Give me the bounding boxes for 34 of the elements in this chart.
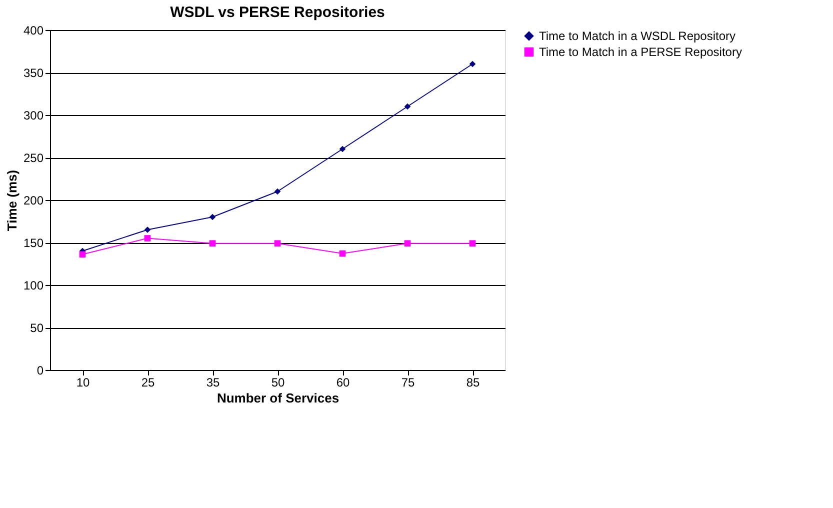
x-tick-label: 85 <box>466 376 480 390</box>
point <box>144 235 151 242</box>
point <box>274 240 281 247</box>
point <box>274 188 281 195</box>
chart-title: WSDL vs PERSE Repositories <box>170 4 385 21</box>
legend-label: Time to Match in a PERSE Repository <box>539 45 742 59</box>
point <box>339 250 346 257</box>
y-tick-label: 150 <box>23 236 44 250</box>
point <box>209 214 216 220</box>
point <box>339 146 346 152</box>
y-axis-title: Time (ms) <box>4 170 20 232</box>
y-tick-label: 250 <box>23 151 44 165</box>
point <box>144 226 151 233</box>
point <box>79 251 86 258</box>
y-tick-label: 400 <box>23 24 44 38</box>
y-tick-label: 50 <box>30 321 44 335</box>
x-tick-label: 60 <box>336 376 350 390</box>
x-axis-title: Number of Services <box>216 390 340 406</box>
x-tick-label: 10 <box>76 376 90 390</box>
x-tick-label: 50 <box>271 376 285 390</box>
y-tick-label: 350 <box>23 66 44 80</box>
point <box>469 240 476 247</box>
y-tick-label: 0 <box>36 364 44 378</box>
x-tick-label: 35 <box>206 376 220 390</box>
y-tick-label: 300 <box>23 108 44 122</box>
y-tick-label: 200 <box>23 194 44 208</box>
point <box>469 60 476 68</box>
y-tick-label: 100 <box>23 278 44 292</box>
x-tick-label: 75 <box>401 376 415 390</box>
point <box>404 240 411 247</box>
legend-label: Time to Match in a WSDL Repository <box>539 29 736 43</box>
point <box>209 240 216 247</box>
point <box>404 103 411 110</box>
x-tick-label: 25 <box>141 376 155 390</box>
